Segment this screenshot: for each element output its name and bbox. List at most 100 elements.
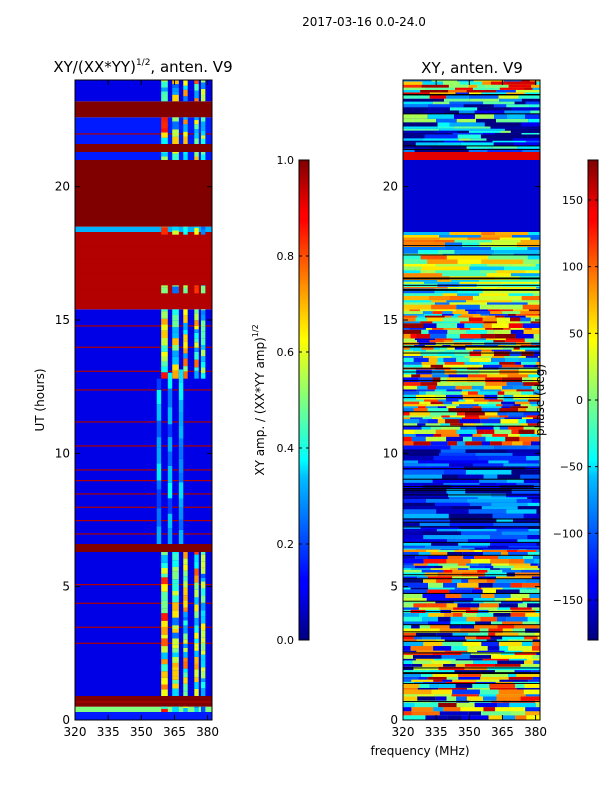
panel2-cell (403, 488, 447, 494)
panel2-cell (439, 711, 469, 716)
panel2-cell (403, 694, 418, 697)
panel1-red-line (75, 133, 212, 135)
panel2-cell (470, 128, 505, 131)
panel2-cell (535, 263, 540, 267)
panel1-cell (161, 708, 168, 712)
panel2-cell (495, 315, 505, 318)
panel2-cell (537, 563, 540, 566)
panel2-cell (403, 237, 440, 240)
panel2-cell (474, 547, 503, 550)
panel1-red-line (75, 288, 212, 290)
panel2-cell (445, 419, 460, 424)
panel2-cell (415, 142, 437, 146)
panel2-cell (511, 429, 519, 434)
panel2-cell (483, 321, 498, 324)
panel2-cell (403, 445, 451, 450)
panel2-gap-line (403, 521, 540, 523)
panel2-cell (521, 295, 540, 301)
panel2-cell (474, 555, 499, 559)
panel2-cell (456, 441, 466, 446)
panel2-gap-line (403, 94, 540, 96)
panel2-cell (466, 329, 487, 334)
panel2-cell (433, 347, 441, 350)
panel1-cell (161, 152, 168, 157)
panel2-cell (415, 433, 434, 437)
panel2-cell (536, 652, 540, 656)
panel2-cell (410, 587, 429, 590)
panel2-cell (526, 313, 539, 316)
panel2-cell (417, 423, 426, 426)
panel2-cell (501, 281, 532, 284)
panel2-cell (509, 317, 521, 322)
panel2-cell (520, 317, 531, 322)
panel1-cell (194, 124, 199, 130)
panel2-cell (416, 132, 453, 135)
panel2-cell (523, 411, 540, 416)
panel2-cell (433, 679, 443, 682)
panel2-gap-line (403, 352, 540, 354)
panel2-cell (403, 449, 441, 453)
panel2-cell (452, 311, 469, 314)
figure-title: 2017-03-16 0.0-24.0 (302, 15, 426, 29)
colorbar2-tick-label: 100 (562, 261, 583, 274)
panel2-cell (512, 518, 540, 523)
panel1-cell (200, 88, 206, 95)
panel1-cell (161, 366, 168, 373)
panel1-cell (200, 338, 206, 345)
panel1-cell (200, 373, 206, 379)
panel2-cell (524, 636, 538, 640)
panel2-cell (450, 423, 464, 426)
panel2-cell (501, 401, 515, 405)
panel1-red-line (75, 626, 212, 628)
panel1-cell (172, 327, 179, 333)
panel1-cell (183, 677, 188, 684)
panel2-cell (468, 568, 491, 570)
panel2-cell (491, 323, 509, 328)
panel1-cell (183, 285, 188, 288)
panel2-cell (455, 87, 473, 90)
panel2-cell (511, 469, 540, 475)
panel2-cell (482, 549, 507, 552)
panel2-cell (450, 518, 497, 523)
panel2-cell (527, 535, 540, 540)
panel2-cell (415, 555, 428, 559)
panel2-cell (480, 270, 497, 274)
panel2-cell (437, 122, 450, 127)
panel2-cell (433, 239, 455, 243)
panel2-cell (531, 576, 540, 580)
panel1-band (75, 144, 212, 152)
colorbar1-ticks: 0.00.20.40.60.81.0 (277, 154, 309, 647)
panel2-cell (430, 364, 444, 368)
panel2-cell (485, 84, 509, 88)
panel2-cell (403, 576, 418, 580)
panel2-cell (444, 639, 467, 642)
panel1-cell (172, 121, 179, 130)
panel2-cell (474, 624, 498, 629)
panel2-cell (516, 242, 540, 247)
panel2-cell (442, 311, 453, 314)
panel1-cell (183, 552, 188, 559)
panel2-cell (480, 676, 509, 680)
panel2-cell (487, 646, 500, 651)
panel2-cell (454, 249, 495, 254)
panel2-cell (446, 399, 459, 402)
panel2-cell (462, 551, 484, 556)
panel2-cell (531, 385, 540, 390)
panel2-cell (496, 529, 529, 532)
panel2-cell (421, 362, 437, 365)
panel2-cell (511, 300, 540, 303)
panel2-cell (525, 356, 539, 358)
panel2-cell (525, 707, 540, 712)
panel2-cell (437, 419, 446, 424)
panel1-cell (194, 90, 199, 99)
panel1-cell (178, 369, 184, 383)
panel2-cell (478, 576, 497, 580)
panel2-cell (537, 636, 540, 640)
panel2-x-ticks: 320 335 350 365 380 (392, 80, 547, 739)
panel1-cell (178, 529, 184, 544)
panel2-cell (538, 364, 540, 368)
panel2-cell (492, 239, 521, 243)
panel2-cell (403, 142, 416, 146)
panel2-cell (433, 658, 456, 661)
panel2-cell (403, 433, 416, 437)
